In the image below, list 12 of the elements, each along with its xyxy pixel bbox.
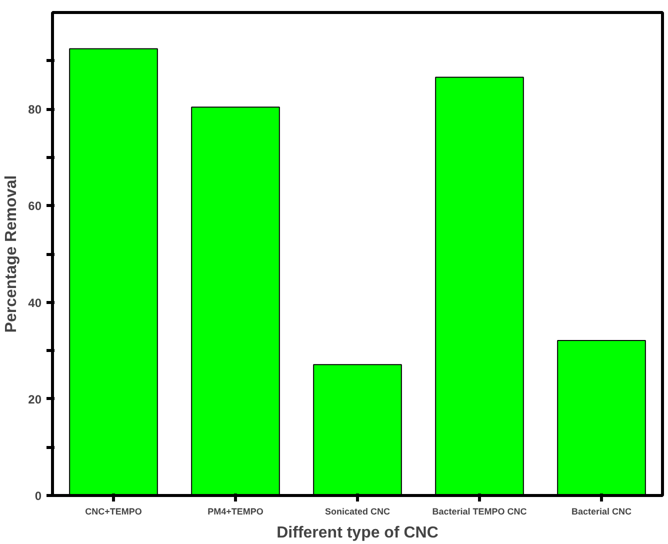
x-tick-label: Bacterial TEMPO CNC	[432, 506, 528, 516]
x-tick-label: PM4+TEMPO	[208, 506, 264, 516]
x-axis-title: Different type of CNC	[276, 524, 439, 542]
y-tick-label: 0	[34, 489, 42, 503]
x-tick-label: Bacterial CNC	[571, 506, 632, 516]
y-axis-title: Percentage Removal	[3, 175, 20, 333]
y-tick-label: 80	[28, 102, 42, 117]
x-tick-label: Sonicated CNC	[324, 506, 391, 516]
y-tick-label: 40	[28, 296, 42, 310]
y-tick-label: 60	[28, 199, 42, 214]
y-tick-label: 20	[28, 392, 42, 406]
x-tick-label: CNC+TEMPO	[85, 506, 142, 516]
